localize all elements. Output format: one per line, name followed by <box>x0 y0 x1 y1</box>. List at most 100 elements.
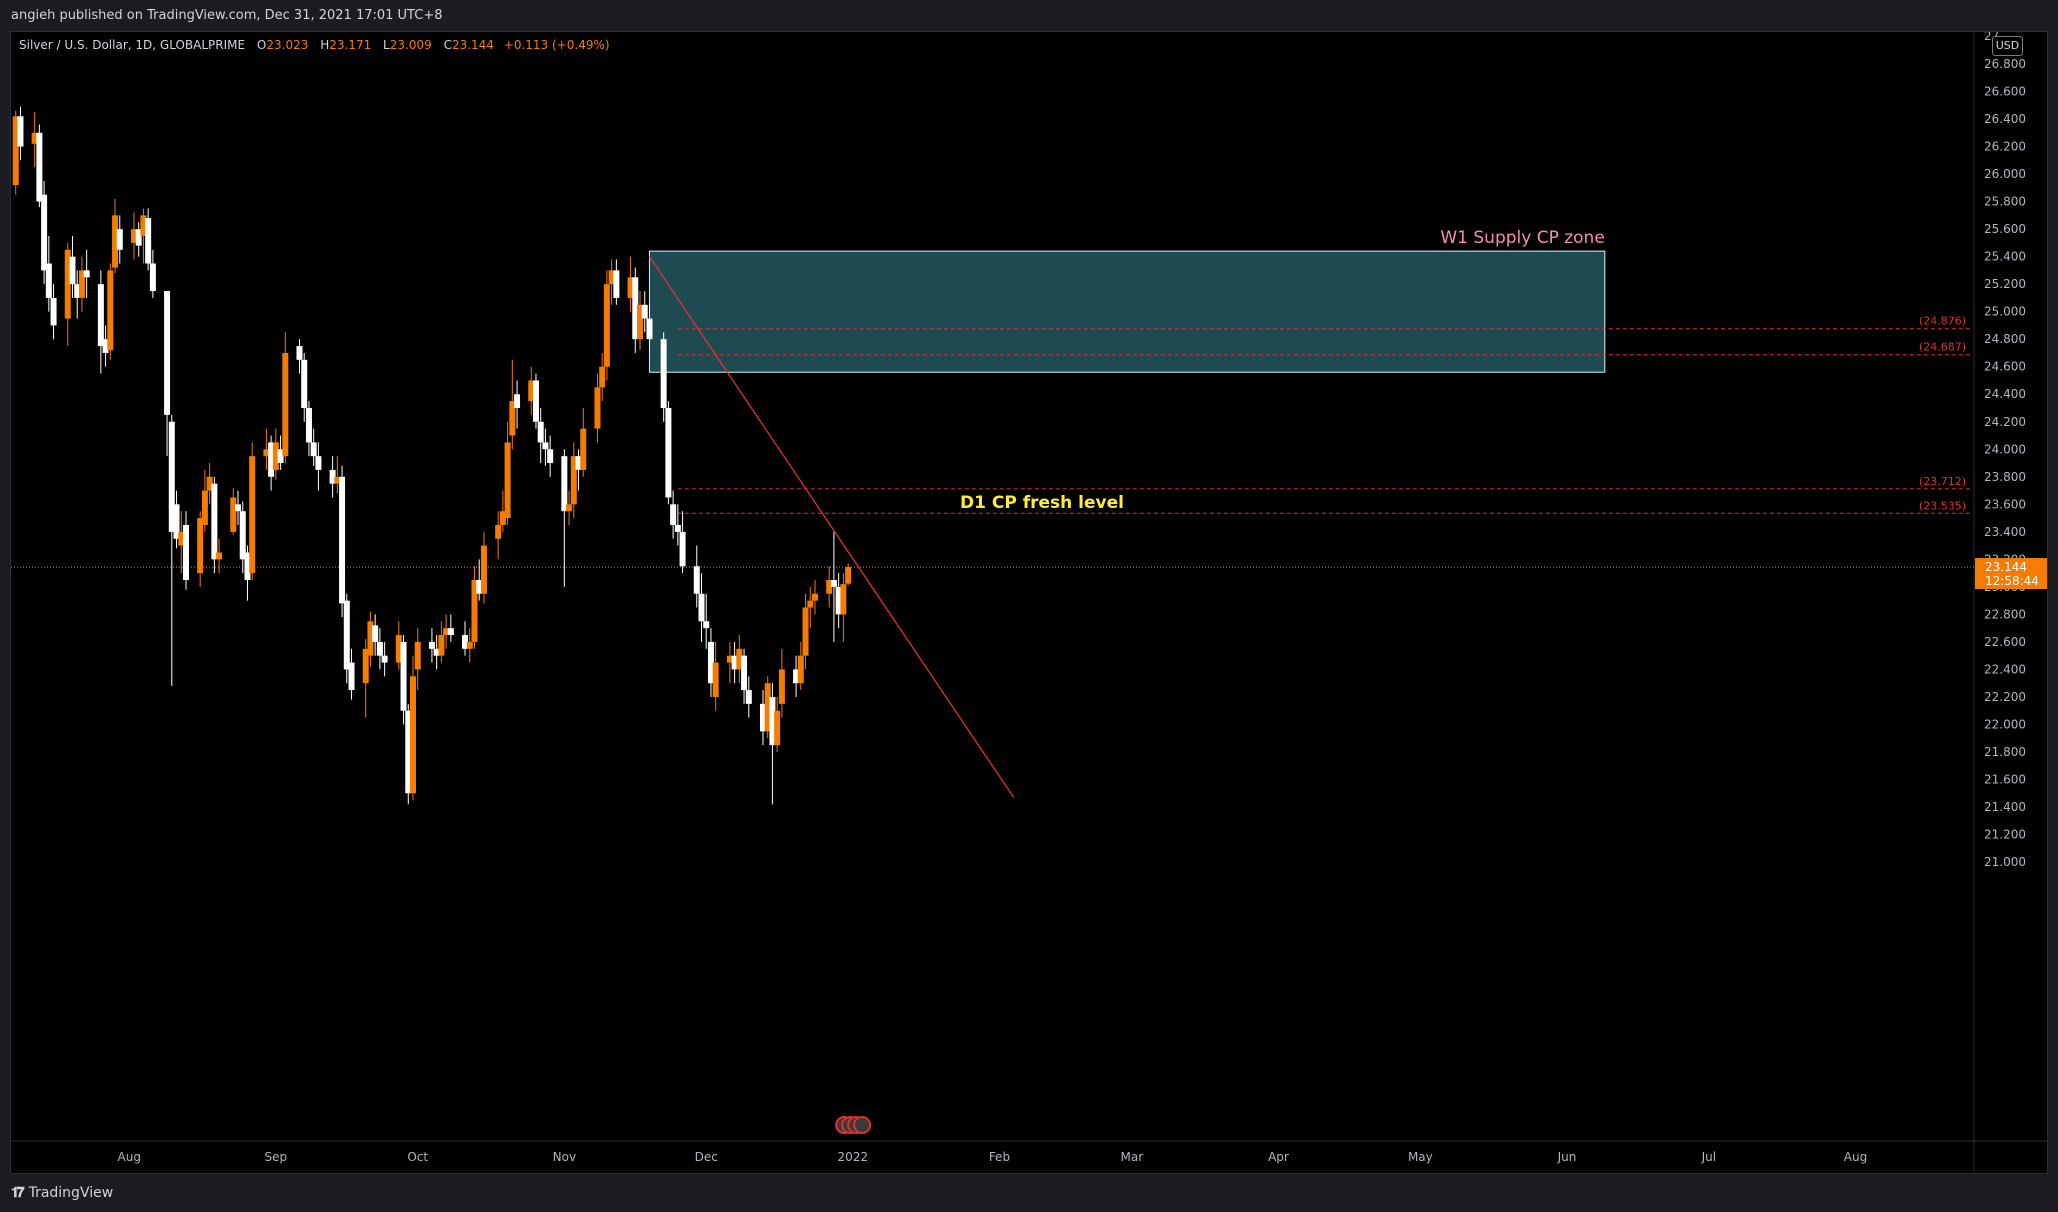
candle-body <box>627 277 634 298</box>
candle-body <box>840 584 847 615</box>
candle-body <box>12 116 19 186</box>
open-label: O <box>256 38 267 52</box>
price-tick-label: 24.200 <box>1984 415 2026 429</box>
candle-body <box>528 380 535 402</box>
trendline <box>648 256 1015 798</box>
candle-body <box>845 567 852 584</box>
price-tick-label: 22.000 <box>1984 717 2026 731</box>
candle-body <box>339 476 346 604</box>
candle-body <box>263 449 270 457</box>
candle-body <box>726 655 733 663</box>
supply-zone-rect <box>648 250 1606 373</box>
candle-body <box>130 229 137 243</box>
candle-body <box>428 641 435 649</box>
price-tick-label: 21.800 <box>1984 745 2026 759</box>
candle-body <box>759 703 766 732</box>
candle-body <box>778 669 785 704</box>
time-tick-label: Jun <box>1557 1150 1577 1164</box>
price-tick-label: 22.400 <box>1984 662 2026 676</box>
candle-body <box>707 641 714 684</box>
price-tick-label: 25.000 <box>1984 305 2026 319</box>
published-by-text: angieh published on TradingView.com, Dec… <box>11 8 443 23</box>
candle-body <box>116 229 123 250</box>
candle-body <box>201 490 208 525</box>
candle-body <box>679 531 686 567</box>
candle-body <box>216 552 223 560</box>
low-value: 23.009 <box>389 38 432 52</box>
candle-body <box>381 655 388 663</box>
price-tick-label: 26.400 <box>1984 112 2026 126</box>
candle-body <box>211 483 218 560</box>
price-tick-label: 26.000 <box>1984 167 2026 181</box>
candle-body <box>50 297 57 326</box>
time-tick-label: Dec <box>695 1150 718 1164</box>
candle-body <box>173 504 180 539</box>
candle-body <box>97 284 104 347</box>
candle-body <box>812 593 818 601</box>
candle-body <box>329 469 336 484</box>
current-price-tag <box>1975 558 2047 590</box>
candle-body <box>580 428 587 470</box>
candle-body <box>495 524 502 539</box>
candle-body <box>599 366 606 388</box>
candle-body <box>149 263 156 292</box>
candle-body <box>305 408 312 443</box>
chart-panel[interactable]: W1 Supply CP zone (24.876) (24.687) (23.712… <box>10 31 2048 1174</box>
candle-body <box>69 256 76 285</box>
candle-body <box>78 270 85 298</box>
price-tick-label: 27 <box>1984 32 1999 43</box>
candle-body <box>362 648 369 684</box>
candle-body <box>731 655 738 670</box>
candle-body <box>660 339 667 408</box>
candle-body <box>64 249 71 319</box>
candle-body <box>112 215 119 268</box>
candle-body <box>542 442 549 450</box>
price-tick-label: 23.400 <box>1984 525 2026 539</box>
candle-body <box>462 635 469 649</box>
price-tick-label: 24.400 <box>1984 387 2026 401</box>
candle-body <box>826 580 833 594</box>
symbol-name: Silver / U.S. Dollar, 1D, GLOBALPRIME <box>19 38 246 52</box>
candle-body <box>367 621 374 656</box>
candle-body <box>74 284 81 298</box>
time-tick-label: Mar <box>1121 1150 1144 1164</box>
time-tick-label: Sep <box>265 1150 288 1164</box>
countdown-value: 12:58:44 <box>1985 574 2039 588</box>
candle-body <box>835 586 842 615</box>
candle-body <box>405 710 412 794</box>
candle-body <box>613 270 620 298</box>
symbol-legend: Silver / U.S. Dollar, 1D, GLOBALPRIME O 2… <box>19 38 610 52</box>
price-tick-label: 25.600 <box>1984 222 2026 236</box>
top-bar: angieh published on TradingView.com, Dec… <box>0 0 2058 31</box>
currency-button[interactable]: USD <box>1992 36 2023 56</box>
candle-body <box>566 504 573 512</box>
candle-body <box>537 421 544 443</box>
dashed-level-label: (24.876) <box>1919 315 1966 328</box>
candle-body <box>641 304 648 319</box>
candle-body <box>268 442 275 477</box>
candle-body <box>570 456 577 505</box>
tradingview-logo-icon: 𝟏𝟕 <box>11 1185 25 1201</box>
time-tick-label: Nov <box>553 1150 576 1164</box>
price-chart-svg[interactable]: W1 Supply CP zone (24.876) (24.687) (23.712… <box>11 32 2048 1174</box>
candle-body <box>249 456 256 574</box>
candle-body <box>178 531 185 546</box>
time-tick-label: Feb <box>989 1150 1010 1164</box>
price-tick-label: 22.800 <box>1984 607 2026 621</box>
price-tick-label: 23.800 <box>1984 470 2026 484</box>
candle-body <box>594 387 601 429</box>
economic-event-icon <box>853 1116 872 1134</box>
candle-body <box>301 359 308 408</box>
tradingview-logo[interactable]: 𝟏𝟕 TradingView <box>11 1185 113 1201</box>
candle-body <box>480 545 487 594</box>
candle-body <box>769 696 776 746</box>
candle-body <box>802 607 809 656</box>
candle-body <box>244 552 251 580</box>
candle-body <box>343 600 350 670</box>
candle-body <box>698 593 705 622</box>
candle-body <box>830 580 837 587</box>
candle-body <box>282 352 289 457</box>
candle-body <box>793 669 800 684</box>
candle-body <box>476 580 483 594</box>
candle-body <box>741 655 748 691</box>
